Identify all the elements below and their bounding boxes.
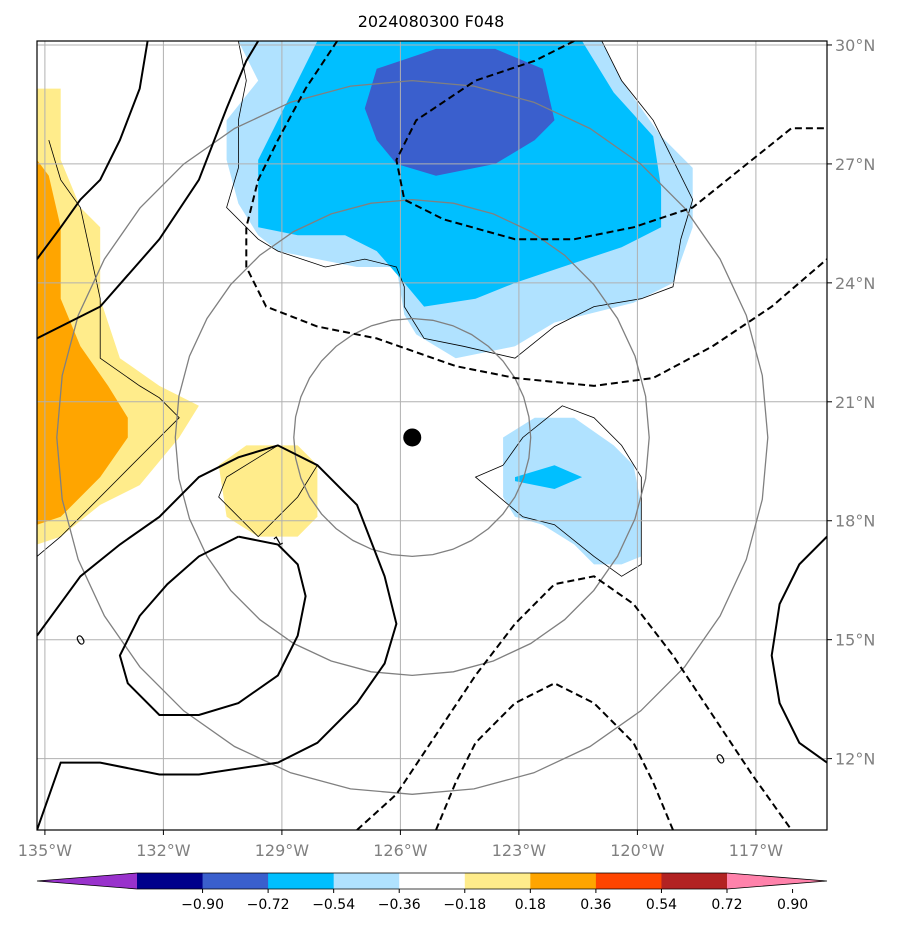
grid-lines [37, 41, 827, 830]
filled-region [503, 417, 642, 565]
filled-region [515, 465, 583, 489]
y-tick-label: 21°N [835, 393, 875, 412]
colorbar-tick-label: −0.72 [247, 897, 290, 913]
colorbar-segment [530, 873, 597, 889]
contour-line-dashed [245, 41, 827, 387]
colorbar-segment [333, 873, 400, 889]
range-rings [56, 79, 769, 795]
contour-line-dashed [395, 41, 827, 241]
contour-line-dashed [435, 682, 674, 830]
colorbar-tick-label: 0.36 [580, 897, 611, 913]
filled-region [218, 445, 318, 537]
range-ring [174, 198, 650, 677]
region-boundary [474, 405, 642, 577]
region-boundary [226, 41, 694, 359]
colorbar-segment [595, 873, 662, 889]
colorbar-segment [661, 873, 728, 889]
colorbar: −0.90 −0.72 −0.54 −0.36 −0.18 0.18 0.36 0.54 0.7… [36, 872, 828, 913]
x-tick-label: 120°W [610, 841, 665, 860]
colorbar-segment [268, 873, 335, 889]
y-tick-label: 12°N [835, 750, 875, 769]
x-tick-label: 135°W [18, 841, 73, 860]
colorbar-tick-label: 0.90 [777, 897, 808, 913]
contour-line-dashed [356, 575, 793, 830]
y-tick-label: 27°N [835, 155, 875, 174]
contour-line-solid [37, 444, 398, 830]
y-axis-ticks: 12°N 15°N 18°N 21°N 24°N 27°N 30°N [827, 36, 875, 769]
colorbar-segment [137, 873, 204, 889]
plot-frame [36, 40, 828, 831]
colorbar-segment [464, 873, 531, 889]
y-tick-label: 30°N [835, 36, 875, 55]
range-ring [293, 317, 532, 558]
colorbar-tick-label: 0.72 [711, 897, 742, 913]
x-tick-label: 117°W [729, 841, 784, 860]
storm-center-dot [403, 428, 422, 447]
range-ring [56, 79, 769, 795]
colorbar-tick-label: −0.36 [378, 897, 421, 913]
colorbar-extend-max [727, 873, 827, 889]
chart-title: 2024080300 F048 [358, 12, 505, 31]
filled-regions [37, 41, 693, 565]
x-axis-ticks: 135°W 132°W 129°W 126°W 123°W 120°W 117°W [18, 830, 784, 860]
x-tick-label: 123°W [492, 841, 547, 860]
center-marker [403, 428, 422, 447]
colorbar-outline [36, 872, 828, 890]
y-tick-label: 18°N [835, 512, 875, 531]
y-tick-label: 24°N [835, 274, 875, 293]
colorbar-tick-label: −0.90 [181, 897, 224, 913]
x-tick-label: 126°W [373, 841, 428, 860]
colorbar-tick-label: −0.18 [443, 897, 486, 913]
y-tick-label: 15°N [835, 631, 875, 650]
x-tick-label: 132°W [136, 841, 191, 860]
colorbar-tick-label: 0.54 [646, 897, 677, 913]
contour-line-solid [37, 41, 149, 260]
colorbar-segment [202, 873, 269, 889]
x-tick-label: 129°W [255, 841, 310, 860]
filled-region [37, 159, 128, 525]
colorbar-extend-min [37, 873, 137, 889]
contour-lines [37, 41, 827, 830]
plot-area: 100 [36, 40, 828, 831]
filled-region [258, 41, 662, 307]
colorbar-segment [399, 873, 466, 889]
colorbar-tick-label: 0.18 [515, 897, 546, 913]
contour-line-solid [118, 535, 307, 716]
contour-line-solid [770, 535, 827, 764]
contour-line-solid [37, 41, 260, 340]
colorbar-tick-label: −0.54 [312, 897, 355, 913]
